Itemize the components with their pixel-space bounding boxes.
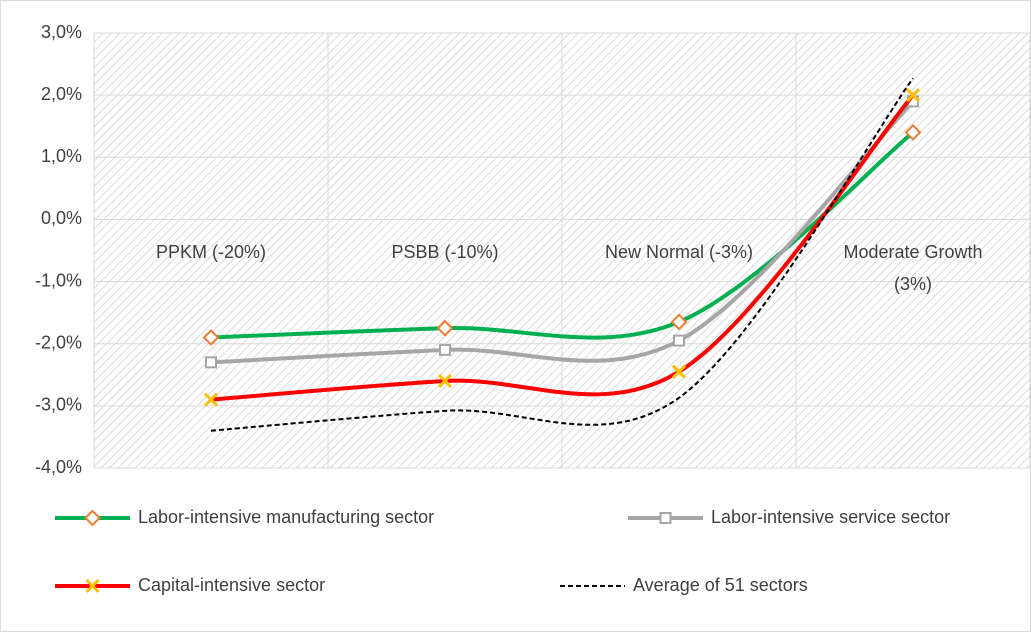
marker (205, 356, 217, 369)
marker (670, 313, 688, 331)
marker (202, 329, 220, 346)
category-label: New Normal (-3%) (604, 242, 754, 263)
series-line (210, 77, 914, 432)
series-line (210, 99, 915, 365)
category-label: Moderate Growth (3%) (843, 242, 983, 295)
legend-label: Labor-intensive manufacturing sector (138, 507, 434, 527)
y-tick-label: -4,0% (35, 457, 82, 477)
marker (673, 334, 685, 347)
marker (203, 392, 219, 407)
legend-label: Labor-intensive service sector (711, 507, 950, 527)
y-tick-label: 1,0% (41, 146, 82, 166)
category-label: PPKM (-20%) (155, 242, 267, 263)
marker (437, 373, 453, 389)
y-tick-label: -3,0% (35, 395, 82, 415)
marker (904, 124, 922, 141)
legend-marker (659, 512, 672, 524)
legend-marker (85, 578, 100, 594)
marker (905, 88, 921, 103)
legend-label: Capital-intensive sector (138, 575, 325, 595)
y-tick-label: 2,0% (41, 84, 82, 104)
legend-label: Average of 51 sectors (633, 575, 808, 595)
marker (671, 364, 687, 379)
y-tick-label: -1,0% (35, 270, 82, 290)
category-label: PSBB (-10%) (391, 242, 499, 263)
y-tick-label: -2,0% (35, 332, 82, 352)
legend-marker (84, 509, 101, 527)
y-tick-label: 0,0% (41, 208, 82, 228)
marker (439, 343, 451, 356)
marker (436, 319, 454, 337)
y-tick-label: 3,0% (41, 22, 82, 42)
